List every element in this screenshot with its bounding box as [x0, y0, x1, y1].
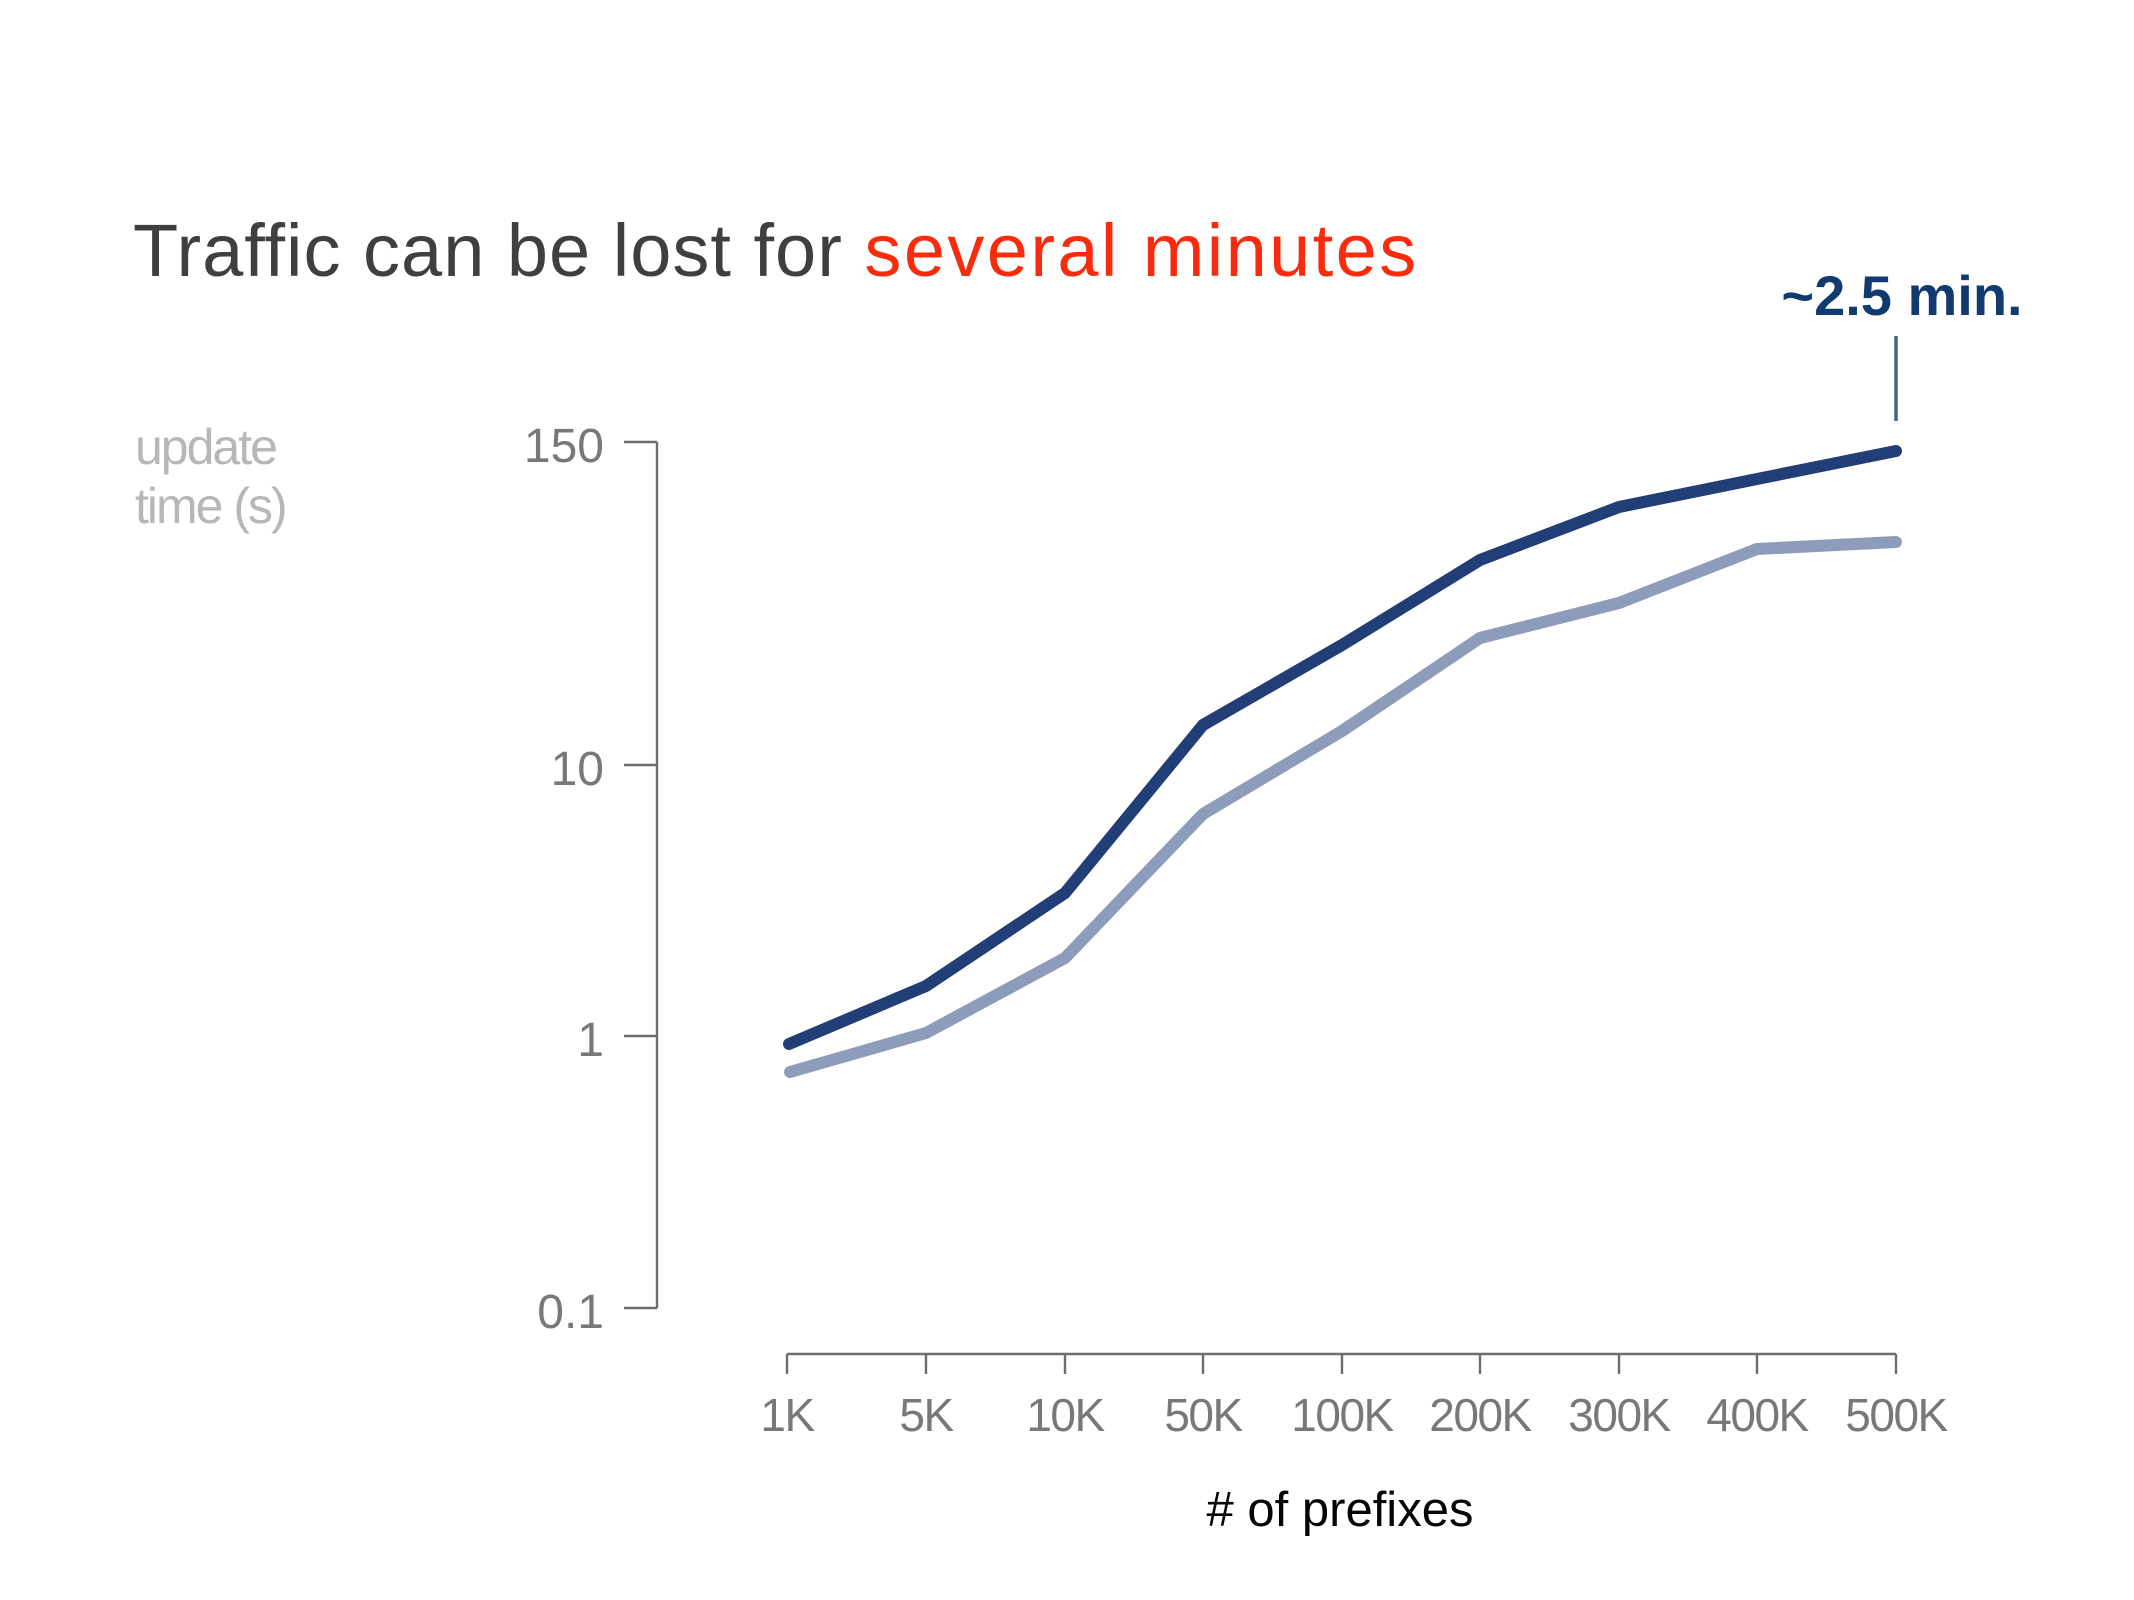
- svg-text:200K: 200K: [1429, 1389, 1532, 1441]
- svg-text:300K: 300K: [1568, 1389, 1671, 1441]
- svg-text:1: 1: [577, 1014, 604, 1067]
- svg-text:~2.5 min.: ~2.5 min.: [1781, 264, 2022, 327]
- svg-text:400K: 400K: [1706, 1389, 1809, 1441]
- svg-text:50K: 50K: [1164, 1389, 1243, 1441]
- svg-text:0.1: 0.1: [537, 1286, 604, 1339]
- svg-text:1K: 1K: [760, 1389, 815, 1441]
- svg-text:Traffic can be lost for severa: Traffic can be lost for several minutes: [133, 209, 1419, 292]
- svg-text:time (s): time (s): [135, 478, 286, 534]
- svg-text:100K: 100K: [1291, 1389, 1394, 1441]
- svg-text:5K: 5K: [899, 1389, 954, 1441]
- svg-text:10K: 10K: [1026, 1389, 1105, 1441]
- svg-text:10: 10: [551, 743, 604, 796]
- svg-text:500K: 500K: [1845, 1389, 1948, 1441]
- svg-text:# of prefixes: # of prefixes: [1207, 1483, 1474, 1537]
- svg-text:update: update: [135, 419, 276, 475]
- svg-text:150: 150: [524, 420, 604, 473]
